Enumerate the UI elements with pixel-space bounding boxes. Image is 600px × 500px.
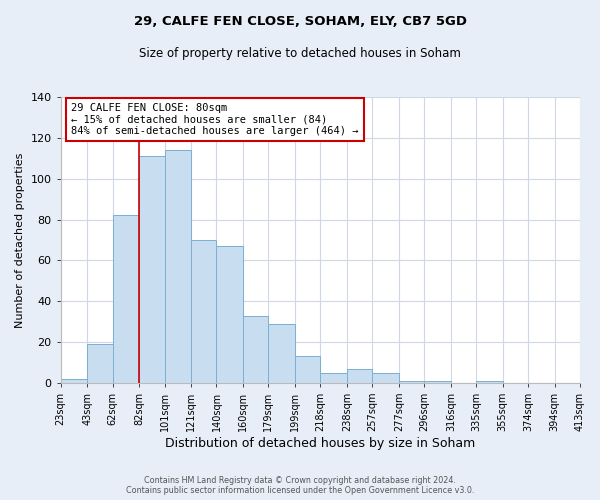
Bar <box>372 372 399 383</box>
Bar <box>243 316 268 383</box>
Bar <box>139 156 164 383</box>
Y-axis label: Number of detached properties: Number of detached properties <box>15 152 25 328</box>
Bar <box>61 379 88 383</box>
Text: Contains HM Land Registry data © Crown copyright and database right 2024.
Contai: Contains HM Land Registry data © Crown c… <box>126 476 474 495</box>
Bar <box>476 381 503 383</box>
Text: 29, CALFE FEN CLOSE, SOHAM, ELY, CB7 5GD: 29, CALFE FEN CLOSE, SOHAM, ELY, CB7 5GD <box>133 15 467 28</box>
X-axis label: Distribution of detached houses by size in Soham: Distribution of detached houses by size … <box>165 437 475 450</box>
Bar <box>399 381 424 383</box>
Bar <box>88 344 113 383</box>
Text: 29 CALFE FEN CLOSE: 80sqm
← 15% of detached houses are smaller (84)
84% of semi-: 29 CALFE FEN CLOSE: 80sqm ← 15% of detac… <box>71 102 359 136</box>
Bar <box>320 372 347 383</box>
Bar <box>164 150 191 383</box>
Bar <box>268 324 295 383</box>
Bar <box>191 240 217 383</box>
Bar <box>113 216 139 383</box>
Bar <box>295 356 320 383</box>
Bar <box>347 368 372 383</box>
Text: Size of property relative to detached houses in Soham: Size of property relative to detached ho… <box>139 48 461 60</box>
Bar <box>217 246 243 383</box>
Bar <box>424 381 451 383</box>
